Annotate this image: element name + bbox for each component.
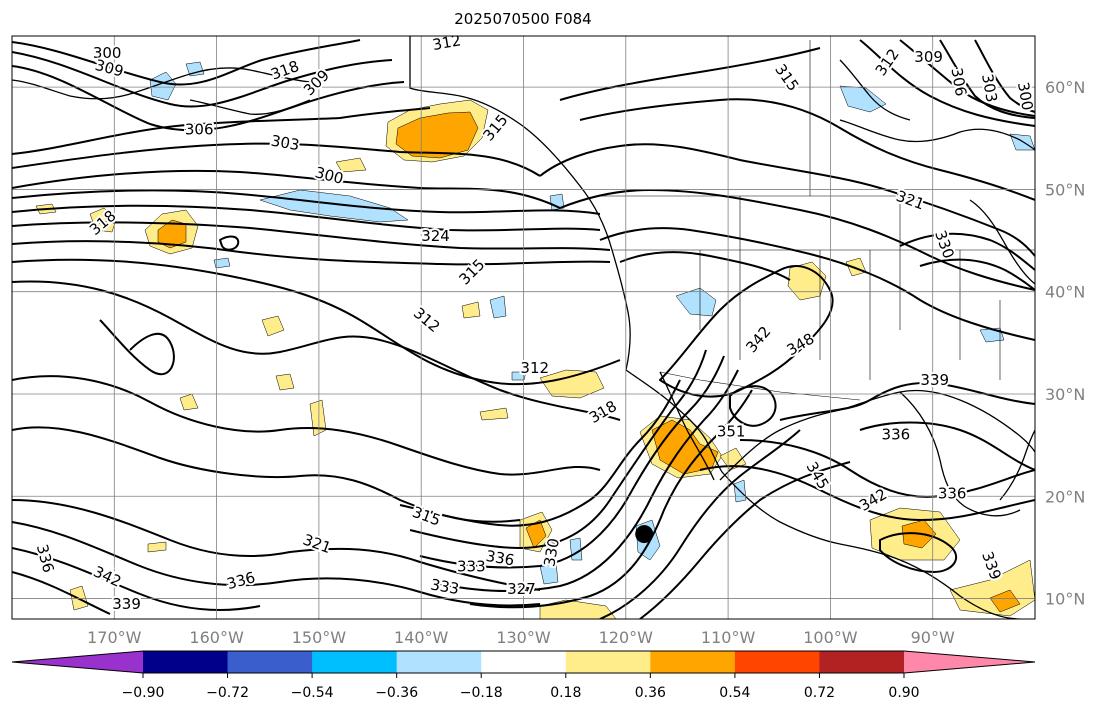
lon-label: 120°W xyxy=(599,628,654,647)
colorbar-ticks: −0.90 −0.72 −0.54 −0.36 −0.18 0.18 0.36 0.54 0.7… xyxy=(122,673,920,701)
colorbar xyxy=(11,650,1036,674)
contour-label: 306 xyxy=(185,121,214,139)
colorbar-segment xyxy=(481,651,567,673)
colorbar-tick-label: 0.36 xyxy=(635,685,666,701)
storm-marker-dot xyxy=(635,525,654,544)
contour-label: 324 xyxy=(421,227,450,245)
contour-label: 333 xyxy=(457,557,486,575)
lat-label: 50°N xyxy=(1045,180,1085,199)
contour-label: 330 xyxy=(540,537,563,568)
contour-label: 351 xyxy=(717,422,746,440)
lon-label: 160°W xyxy=(189,628,244,647)
colorbar-tick-label: −0.72 xyxy=(206,685,249,701)
lon-label: 100°W xyxy=(803,628,858,647)
lon-label: 90°W xyxy=(911,628,955,647)
contour-label: 339 xyxy=(920,371,949,389)
storm-marker xyxy=(635,525,654,544)
colorbar-segment xyxy=(312,651,398,673)
contour-label: 339 xyxy=(112,595,141,613)
colorbar-tick-label: 0.90 xyxy=(888,685,919,701)
colorbar-tick-label: −0.36 xyxy=(375,685,418,701)
colorbar-tick-label: 0.72 xyxy=(804,685,835,701)
lat-label: 10°N xyxy=(1045,590,1085,609)
lat-label: 20°N xyxy=(1045,487,1085,506)
contour-label: 312 xyxy=(520,359,549,377)
lon-label: 170°W xyxy=(87,628,142,647)
lon-gridlines xyxy=(113,36,934,619)
colorbar-tick-label: −0.54 xyxy=(291,685,334,701)
colorbar-segment xyxy=(565,651,651,673)
contour-label: 309 xyxy=(914,48,943,66)
map-frame xyxy=(11,35,1036,620)
contour-label: 336 xyxy=(938,485,967,503)
colorbar-tick-label: −0.18 xyxy=(460,685,503,701)
coastlines xyxy=(12,36,1035,619)
colorbar-segment xyxy=(819,651,905,673)
lon-label: 140°W xyxy=(394,628,449,647)
contour-label: 300 xyxy=(1014,81,1037,112)
colorbar-tick-label: 0.18 xyxy=(550,685,581,701)
latitude-labels: 60°N 50°N 40°N 30°N 20°N 10°N xyxy=(1045,78,1085,608)
contour-label: 336 xyxy=(882,425,911,443)
lon-label: 110°W xyxy=(701,628,756,647)
contour-label: 300 xyxy=(93,44,122,62)
political-borders xyxy=(600,40,1035,401)
lat-label: 40°N xyxy=(1045,283,1085,302)
colorbar-segment xyxy=(734,651,820,673)
theta-contours xyxy=(12,39,1035,619)
colorbar-segment xyxy=(227,651,313,673)
map-title: 2025070500 F084 xyxy=(454,10,592,28)
lat-label: 30°N xyxy=(1045,385,1085,404)
colorbar-tick-label: 0.54 xyxy=(719,685,750,701)
colorbar-tick-label: −0.90 xyxy=(122,685,165,701)
longitude-labels: 170°W 160°W 150°W 140°W 130°W 120°W 110°W 100°W… xyxy=(87,628,955,647)
colorbar-segment xyxy=(650,651,736,673)
colorbar-segment xyxy=(396,651,482,673)
colorbar-segment xyxy=(143,651,229,673)
colorbar-extend-low xyxy=(12,651,143,673)
colorbar-extend-high xyxy=(904,651,1035,673)
lon-label: 130°W xyxy=(496,628,551,647)
contour-label: 327 xyxy=(507,580,536,598)
lon-label: 150°W xyxy=(292,628,347,647)
lat-label: 60°N xyxy=(1045,78,1085,97)
